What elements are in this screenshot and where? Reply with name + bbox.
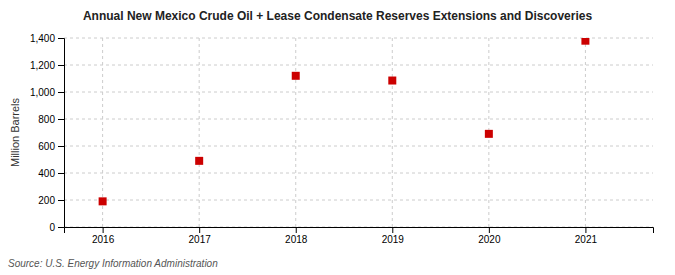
point: [195, 157, 203, 165]
y-axis-line: [58, 39, 65, 228]
x-tick: 2020: [478, 227, 501, 245]
y-tick-label: 1,400: [30, 33, 55, 44]
x-axis-line: [65, 228, 654, 234]
x-tick-label: 2018: [285, 234, 308, 245]
x-axis: 2016 2017 2018 2019 2020 2021: [65, 227, 654, 245]
y-axis-label: Million Barrels: [9, 97, 21, 167]
x-tick-label: 2016: [92, 234, 115, 245]
grid: [64, 38, 653, 227]
x-tick: 2017: [189, 227, 212, 245]
y-tick-mark: [58, 38, 64, 39]
y-tick: 400: [38, 168, 64, 179]
x-tick-label: 2017: [189, 234, 212, 245]
y-tick: 1,000: [30, 87, 64, 98]
y-grid-line: [64, 173, 653, 174]
x-tick-mark: [585, 227, 586, 233]
y-tick-mark: [58, 92, 64, 93]
y-axis: 0 200 400 600 800 1,000 1,200 1,400: [30, 33, 65, 233]
x-tick-mark: [489, 227, 490, 233]
x-tick: 2018: [285, 227, 308, 245]
y-tick-mark: [58, 146, 64, 147]
x-grid-line: [585, 38, 586, 227]
y-tick-label: 1,200: [30, 60, 55, 71]
y-tick-label: 200: [38, 195, 55, 206]
y-tick: 800: [38, 114, 64, 125]
y-tick-label: 400: [38, 168, 55, 179]
x-tick-mark: [392, 227, 393, 233]
x-tick: 2016: [92, 227, 115, 245]
x-grid-line: [199, 38, 200, 227]
plot: 2016 2017 2018 2019 2020 2021 0 200 400 600 800 1,0…: [30, 33, 654, 245]
point: [99, 197, 107, 205]
y-tick-label: 1,000: [30, 87, 55, 98]
point: [485, 130, 493, 138]
x-tick-label: 2021: [575, 234, 598, 245]
y-tick: 600: [38, 141, 64, 152]
y-tick-mark: [58, 119, 64, 120]
points: [99, 38, 590, 205]
y-tick-label: 0: [49, 222, 55, 233]
y-tick-label: 800: [38, 114, 55, 125]
y-grid-line: [64, 146, 653, 147]
y-grid-line: [64, 92, 653, 93]
annotation: Source: U.S. Energy Information Administ…: [8, 258, 218, 269]
y-tick: 200: [38, 195, 64, 206]
x-grid-line: [295, 38, 296, 227]
y-grid-line: [64, 65, 653, 66]
chart: 2016 2017 2018 2019 2020 2021 0 200 400 600 800 1,0…: [0, 0, 675, 275]
point: [292, 72, 300, 80]
title: Annual New Mexico Crude Oil + Lease Cond…: [83, 9, 593, 23]
x-tick-label: 2019: [382, 234, 405, 245]
y-tick-mark: [58, 227, 64, 228]
y-tick-mark: [58, 200, 64, 201]
x-tick: 2021: [575, 227, 598, 245]
y-grid-line: [64, 200, 653, 201]
point: [388, 77, 396, 85]
y-tick-mark: [58, 173, 64, 174]
y-tick-mark: [58, 65, 64, 66]
x-tick-mark: [296, 227, 297, 233]
y-tick-label: 600: [38, 141, 55, 152]
x-tick-mark: [103, 227, 104, 233]
x-tick: 2019: [382, 227, 405, 245]
x-tick-mark: [199, 227, 200, 233]
y-tick: 0: [49, 222, 64, 233]
y-grid-line: [64, 119, 653, 120]
y-grid-line: [64, 38, 653, 39]
x-tick-label: 2020: [478, 234, 501, 245]
y-tick: 1,200: [30, 60, 64, 71]
point: [581, 38, 589, 45]
x-grid-line: [392, 38, 393, 227]
y-tick: 1,400: [30, 33, 64, 44]
